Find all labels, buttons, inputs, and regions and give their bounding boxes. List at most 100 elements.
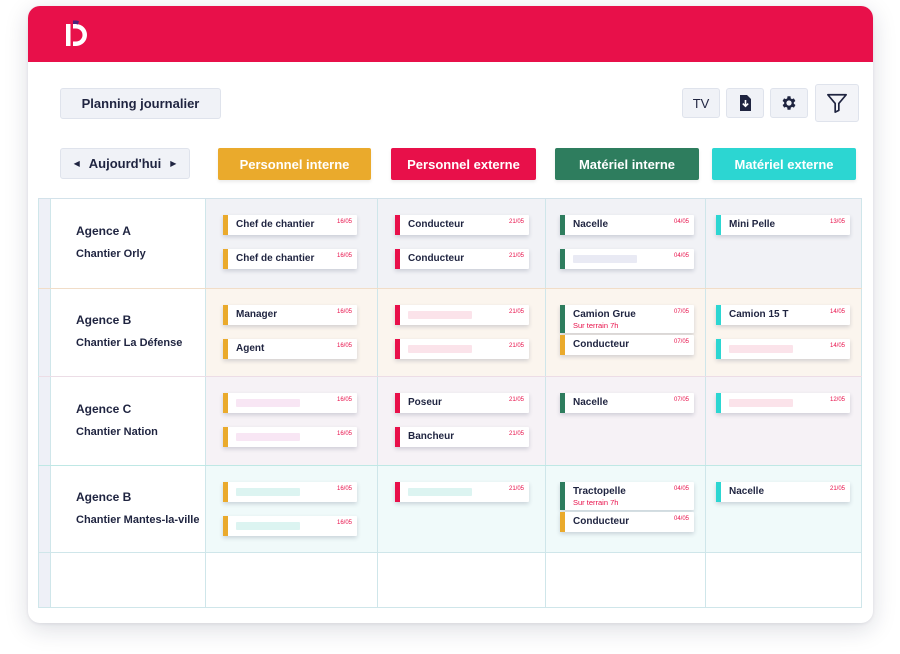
assignment-label: Camion Grue <box>573 309 636 320</box>
planning-cell[interactable]: Mini Pelle 13/05 <box>705 198 862 288</box>
assignment-card-placeholder[interactable]: 16/05 <box>223 516 357 536</box>
assignment-date: 04/05 <box>673 486 689 492</box>
assignment-date: 16/05 <box>336 219 352 225</box>
grid-line <box>545 198 546 608</box>
planning-cell[interactable]: Tractopelle Sur terrain 7h 04/05 Conducteur… <box>545 465 705 552</box>
planning-cell[interactable]: Conducteur 21/05 Conducteur 21/05 <box>377 198 545 288</box>
assignment-label: Conducteur <box>573 516 630 527</box>
assignment-card-placeholder[interactable]: 21/05 <box>395 305 529 325</box>
chevron-right-icon[interactable]: ▶ <box>170 159 177 168</box>
assignment-card[interactable]: Manager 16/05 <box>223 305 357 325</box>
category-personnel-externe[interactable]: Personnel externe <box>391 148 536 180</box>
planning-cell[interactable]: Manager 16/05 Agent 16/05 <box>205 288 377 376</box>
planning-cell[interactable]: Nacelle 21/05 <box>705 465 862 552</box>
assignment-card[interactable]: Camion Grue Sur terrain 7h 07/05 <box>560 305 694 333</box>
assignment-date: 07/05 <box>673 397 689 403</box>
assignment-label: Mini Pelle <box>729 219 776 230</box>
assignment-label: Chef de chantier <box>236 253 315 264</box>
assignment-date: 16/05 <box>336 309 352 315</box>
category-stripe <box>395 305 400 325</box>
redacted-label <box>408 488 472 496</box>
today-button[interactable]: Aujourd'hui <box>88 156 162 171</box>
grid-left-bar <box>38 198 50 608</box>
assignment-date: 14/05 <box>829 343 845 349</box>
assignment-date: 16/05 <box>336 343 352 349</box>
assignment-date: 21/05 <box>508 219 524 225</box>
assignment-card-placeholder[interactable]: 21/05 <box>395 339 529 359</box>
settings-button[interactable] <box>770 88 808 118</box>
assignment-card-placeholder[interactable]: 16/05 <box>223 482 357 502</box>
category-materiel-interne[interactable]: Matériel interne <box>555 148 699 180</box>
filter-button[interactable] <box>815 84 859 122</box>
grid-line <box>38 552 862 553</box>
grid-line <box>205 198 206 608</box>
assignment-card[interactable]: Poseur 21/05 <box>395 393 529 413</box>
planning-cell[interactable]: Nacelle 07/05 <box>545 376 705 465</box>
planning-cell[interactable]: Camion Grue Sur terrain 7h 07/05 Conducteur… <box>545 288 705 376</box>
assignment-label: Chef de chantier <box>236 219 315 230</box>
assignment-label: Nacelle <box>573 397 609 408</box>
redacted-label <box>573 255 637 263</box>
tv-button[interactable]: TV <box>682 88 720 118</box>
export-button[interactable] <box>726 88 764 118</box>
planning-cell[interactable]: Camion 15 T 14/05 14/05 <box>705 288 862 376</box>
assignment-label: Nacelle <box>573 219 609 230</box>
app-window: Planning journalier TV ◀ Aujourd'hui ▶ P… <box>28 6 873 623</box>
assignment-card[interactable]: Chef de chantier 16/05 <box>223 215 357 235</box>
assignment-card[interactable]: Nacelle 21/05 <box>716 482 850 502</box>
category-stripe <box>560 335 565 355</box>
assignment-card-placeholder[interactable]: 16/05 <box>223 427 357 447</box>
category-stripe <box>560 249 565 269</box>
planning-cell[interactable]: 16/05 16/05 <box>205 376 377 465</box>
agency-name: Agence B <box>76 313 132 327</box>
planning-cell[interactable]: Poseur 21/05 Bancheur 21/05 <box>377 376 545 465</box>
assignment-card[interactable]: Conducteur 04/05 <box>560 512 694 532</box>
agency-name: Agence C <box>76 401 132 416</box>
assignment-date: 21/05 <box>508 309 524 315</box>
assignment-card[interactable]: Agent 16/05 <box>223 339 357 359</box>
assignment-card[interactable]: Conducteur 07/05 <box>560 335 694 355</box>
assignment-card[interactable]: Nacelle 07/05 <box>560 393 694 413</box>
assignment-card-placeholder[interactable]: 21/05 <box>395 482 529 502</box>
agency-cell: Agence B Chantier La Défense <box>50 288 205 376</box>
category-materiel-externe[interactable]: Matériel externe <box>712 148 856 180</box>
assignment-card-placeholder[interactable]: 04/05 <box>560 249 694 269</box>
filter-icon <box>827 93 847 113</box>
assignment-card[interactable]: Bancheur 21/05 <box>395 427 529 447</box>
assignment-date: 04/05 <box>673 516 689 522</box>
chevron-left-icon[interactable]: ◀ <box>73 159 80 168</box>
assignment-card[interactable]: Camion 15 T 14/05 <box>716 305 850 325</box>
category-stripe <box>223 393 228 413</box>
assignment-date: 16/05 <box>336 520 352 526</box>
top-bar <box>28 6 873 62</box>
file-download-icon <box>740 95 751 111</box>
assignment-card[interactable]: Chef de chantier 16/05 <box>223 249 357 269</box>
planning-cell[interactable]: 12/05 <box>705 376 862 465</box>
category-stripe <box>560 393 565 413</box>
planning-cell[interactable]: Nacelle 04/05 04/05 <box>545 198 705 288</box>
category-personnel-interne[interactable]: Personnel interne <box>218 148 371 180</box>
assignment-note: Sur terrain 7h <box>573 321 619 330</box>
planning-cell[interactable]: 21/05 21/05 <box>377 288 545 376</box>
assignment-date: 16/05 <box>336 253 352 259</box>
grid-line <box>38 465 862 466</box>
assignment-card-placeholder[interactable]: 12/05 <box>716 393 850 413</box>
assignment-card-placeholder[interactable]: 14/05 <box>716 339 850 359</box>
assignment-card[interactable]: Conducteur 21/05 <box>395 249 529 269</box>
assignment-card[interactable]: Tractopelle Sur terrain 7h 04/05 <box>560 482 694 510</box>
category-stripe <box>395 339 400 359</box>
planning-cell[interactable]: Chef de chantier 16/05 Chef de chantier 16/… <box>205 198 377 288</box>
assignment-date: 07/05 <box>673 309 689 315</box>
assignment-card[interactable]: Mini Pelle 13/05 <box>716 215 850 235</box>
planning-cell[interactable]: 16/05 16/05 <box>205 465 377 552</box>
category-label: Matériel interne <box>578 156 676 172</box>
category-stripe <box>716 215 721 235</box>
assignment-card[interactable]: Nacelle 04/05 <box>560 215 694 235</box>
assignment-card[interactable]: Conducteur 21/05 <box>395 215 529 235</box>
assignment-date: 21/05 <box>508 343 524 349</box>
assignment-card-placeholder[interactable]: 16/05 <box>223 393 357 413</box>
planning-cell[interactable]: 21/05 <box>377 465 545 552</box>
assignment-date: 13/05 <box>829 219 845 225</box>
redacted-label <box>236 488 300 496</box>
view-selector-button[interactable]: Planning journalier <box>60 88 221 119</box>
